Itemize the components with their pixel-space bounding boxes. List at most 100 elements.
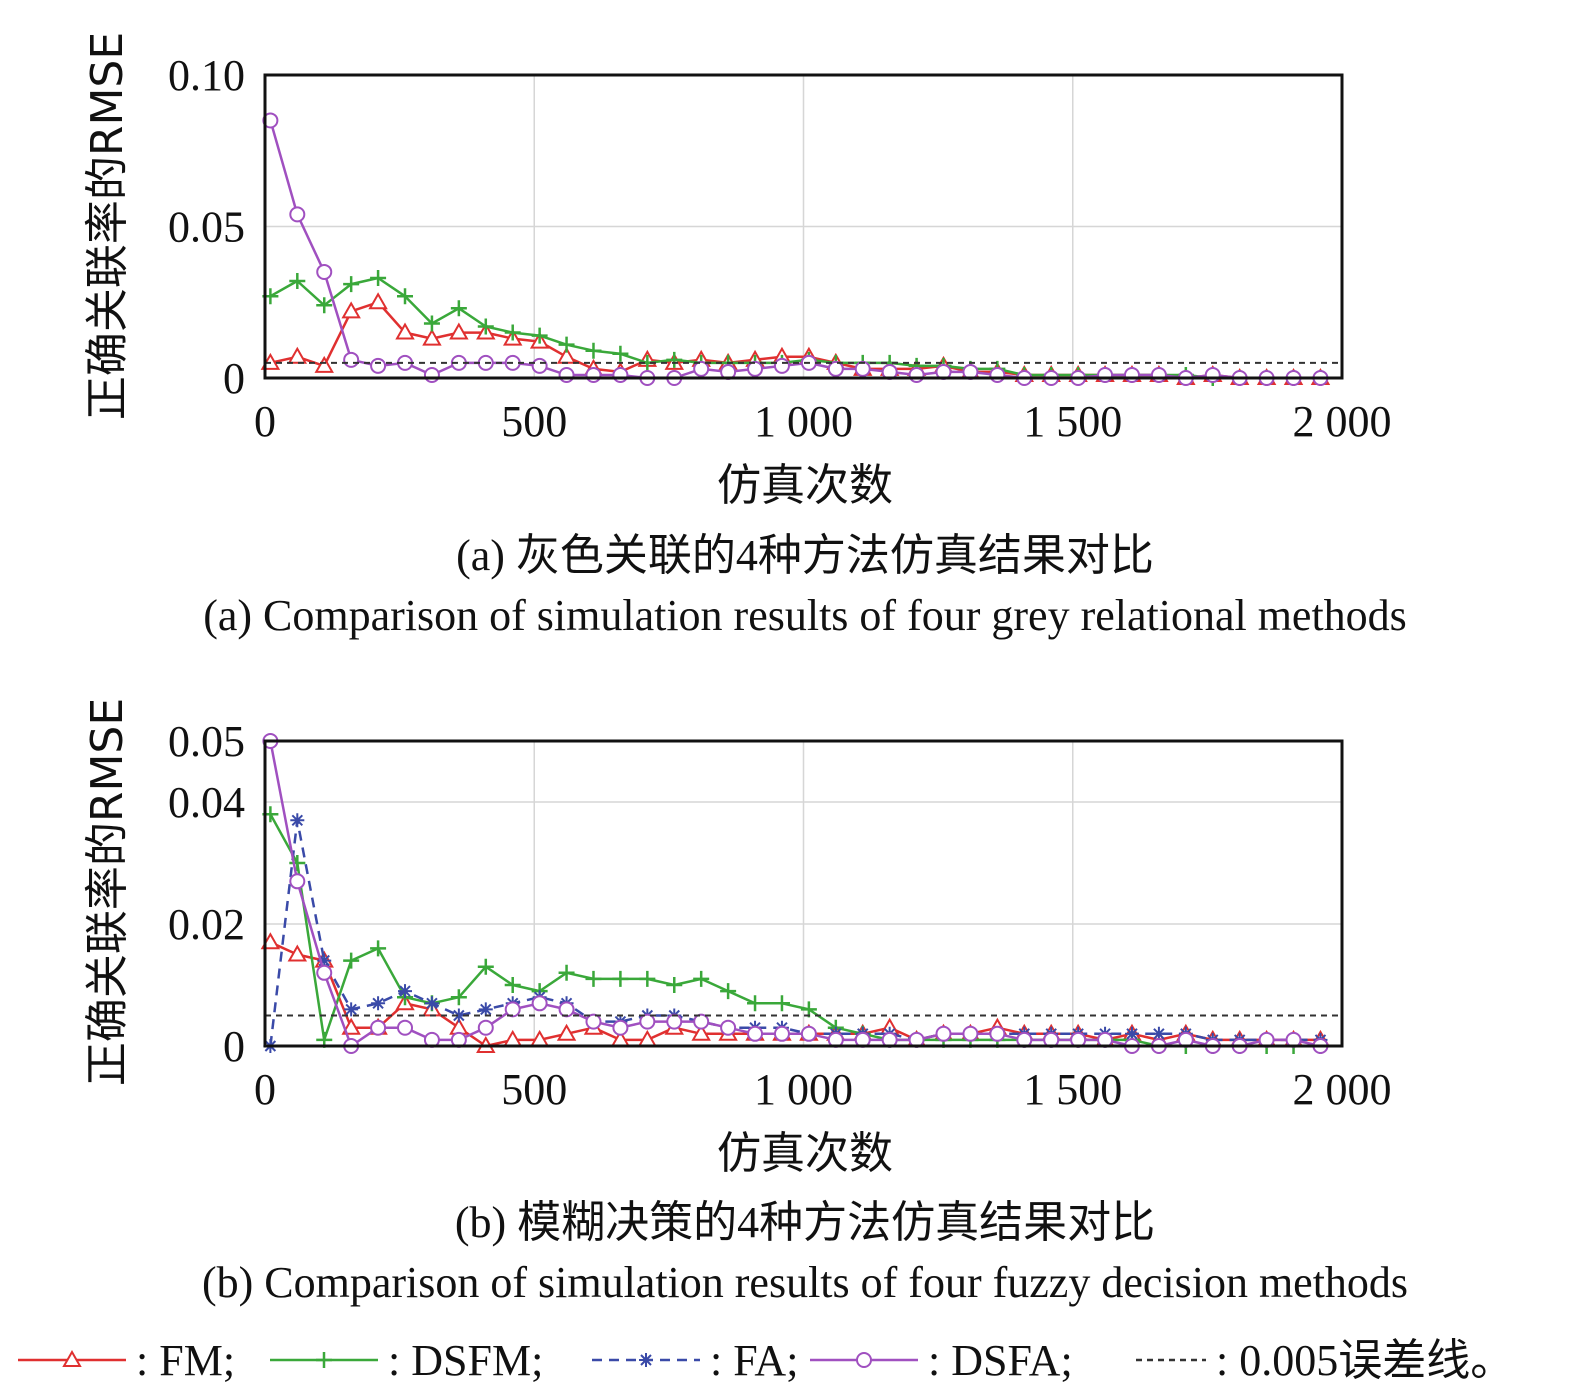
data-point: [1124, 1026, 1139, 1041]
chart-b-caption-cn: (b) 模糊决策的4种方法仿真结果对比: [455, 1198, 1155, 1247]
data-point: [639, 1013, 656, 1030]
y-tick-label: 0: [223, 354, 245, 403]
chart-b-plot-frame: [263, 739, 1344, 1048]
data-point: [395, 322, 415, 340]
x-tick-label: 1 500: [1023, 1065, 1122, 1114]
data-point: [691, 1023, 711, 1041]
legend-marker: [639, 1353, 653, 1367]
series-dsfa: [262, 733, 1329, 1054]
data-point: [343, 952, 360, 969]
data-point: [423, 315, 440, 332]
data-point: [477, 318, 494, 335]
legend-label: : 0.005误差线。: [1216, 1336, 1514, 1385]
data-point: [908, 366, 925, 383]
data-point: [612, 1019, 629, 1036]
data-point: [693, 360, 710, 377]
series-line-dsfa: [269, 120, 1321, 380]
chart-a-series: [260, 112, 1342, 386]
data-point: [962, 1025, 979, 1042]
x-tick-label: 0: [254, 1065, 276, 1114]
y-tick-label: 0.05: [168, 203, 245, 252]
x-tick-label: 2 000: [1293, 1065, 1392, 1114]
series-dsfm: [262, 270, 1329, 386]
data-point: [450, 300, 467, 317]
series-line-fa: [269, 819, 1321, 1047]
data-point: [773, 357, 790, 374]
data-point: [531, 357, 548, 374]
data-point: [287, 944, 308, 962]
data-point: [422, 328, 442, 346]
data-point: [423, 366, 440, 383]
data-point: [343, 351, 360, 368]
data-point: [558, 336, 575, 353]
data-point: [666, 351, 683, 368]
series-line-dsfm: [269, 813, 1321, 1048]
data-point: [531, 995, 548, 1012]
data-point: [1097, 366, 1114, 383]
y-tick-label: 0.05: [168, 717, 245, 766]
legend-item-fa: : FA;: [592, 1336, 798, 1385]
data-point: [1204, 366, 1221, 383]
y-tick-label: 0.04: [168, 778, 245, 827]
data-point: [290, 813, 305, 828]
data-point: [989, 1025, 1006, 1042]
legend-label: : DSFA;: [928, 1336, 1073, 1385]
data-point: [854, 360, 871, 377]
data-point: [368, 292, 388, 310]
data-point: [773, 1025, 790, 1042]
data-point: [773, 995, 790, 1012]
data-point: [1123, 366, 1140, 383]
series-fa: [263, 813, 1328, 1053]
chart-a-y-axis-label: 正确关联率的RMSE: [82, 32, 133, 420]
data-point: [720, 983, 737, 1000]
x-tick-label: 500: [501, 397, 567, 446]
data-point: [477, 1019, 494, 1036]
chart-a-plot-frame: [263, 73, 1344, 380]
data-point: [585, 1013, 602, 1030]
y-tick-label: 0.10: [168, 51, 245, 100]
legend-item-dsfa: : DSFA;: [810, 1336, 1073, 1385]
data-point: [343, 276, 360, 293]
data-point: [558, 366, 575, 383]
data-point: [341, 1017, 361, 1035]
legend-marker: [316, 1352, 332, 1368]
data-point: [556, 1023, 577, 1041]
x-tick-label: 1 000: [754, 1065, 853, 1114]
data-point: [585, 970, 602, 987]
data-point: [449, 322, 469, 340]
chart-a-ticks: 0 500 1 000 1 500 2 000 0 0.05 0.10: [168, 51, 1392, 446]
data-point: [504, 324, 521, 341]
data-point: [693, 1013, 710, 1030]
data-point: [666, 977, 683, 993]
x-tick-label: 0: [254, 397, 276, 446]
data-point: [424, 996, 439, 1011]
data-point: [289, 855, 306, 871]
data-point: [398, 984, 413, 999]
legend-item-dsfm: : DSFM;: [270, 1336, 543, 1385]
x-tick-label: 1 500: [1023, 397, 1122, 446]
legend: : FM; : DSFM; : FA; : DSFA; : 0.005误差线。: [18, 1336, 1514, 1385]
data-point: [989, 366, 1006, 383]
data-point: [504, 1001, 521, 1018]
data-point: [370, 940, 387, 957]
chart-b-caption-en: (b) Comparison of simulation results of …: [202, 1258, 1408, 1307]
data-point: [747, 1025, 764, 1042]
data-point: [316, 263, 333, 280]
legend-label: : FA;: [710, 1336, 798, 1385]
data-point: [504, 977, 521, 993]
data-point: [314, 355, 334, 373]
series-dsfm: [262, 806, 1329, 1054]
legend-label: : FM;: [136, 1336, 235, 1385]
chart-b-series: [260, 733, 1342, 1054]
data-point: [747, 360, 764, 377]
data-point: [397, 1019, 414, 1036]
y-tick-label: 0: [223, 1022, 245, 1071]
data-point: [800, 1025, 817, 1042]
data-point: [289, 873, 306, 890]
data-point: [287, 346, 308, 364]
data-point: [558, 964, 575, 981]
data-point: [1150, 366, 1167, 383]
data-point: [827, 360, 844, 377]
